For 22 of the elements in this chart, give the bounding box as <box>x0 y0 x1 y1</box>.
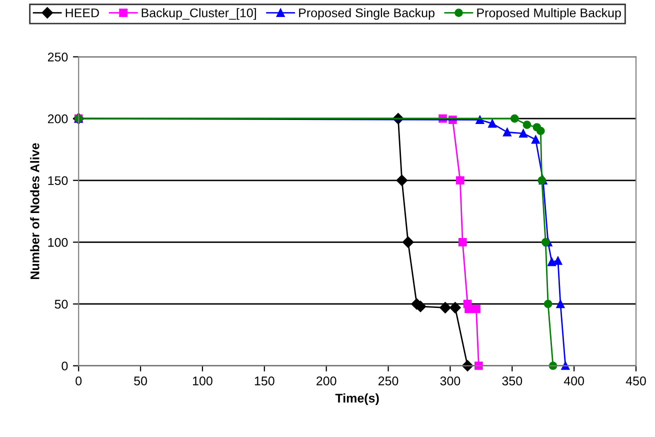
x-tick-label: 200 <box>316 376 336 386</box>
y-tick-label: 50 <box>54 300 68 309</box>
x-tick-label: 400 <box>564 376 584 386</box>
x-axis-title: Time(s) <box>335 393 379 406</box>
x-tick-label: 250 <box>378 376 398 386</box>
x-tick-label: 0 <box>76 376 82 386</box>
x-tick-label: 300 <box>440 376 460 386</box>
legend-label: Proposed Multiple Backup <box>477 8 621 20</box>
y-tick-label: 0 <box>62 362 68 370</box>
y-axis-title: Number of Nodes Alive <box>30 143 40 279</box>
y-tick-label: 100 <box>48 238 68 247</box>
x-tick-label: 150 <box>254 376 274 386</box>
legend-label: Backup_Cluster_[10] <box>142 8 256 20</box>
x-tick-label: 100 <box>192 376 212 386</box>
legend-label: HEED <box>66 8 99 18</box>
y-tick-label: 250 <box>48 52 68 62</box>
y-tick-label: 150 <box>48 176 68 186</box>
y-tick-label: 200 <box>48 114 68 124</box>
x-tick-label: 450 <box>626 376 646 386</box>
x-tick-label: 50 <box>134 376 147 386</box>
legend-label: Proposed Single Backup <box>299 8 434 20</box>
x-tick-label: 350 <box>502 376 522 386</box>
